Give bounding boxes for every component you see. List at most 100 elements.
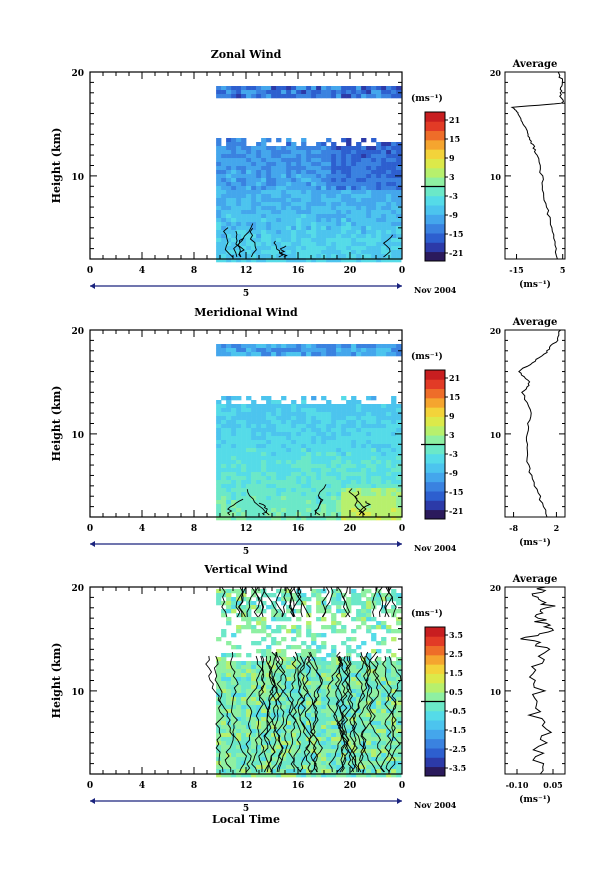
heatmap-cell xyxy=(391,94,397,99)
heatmap-cell xyxy=(366,681,372,686)
contour-line xyxy=(222,227,233,258)
heatmap-cell xyxy=(306,424,312,429)
heatmap-cell xyxy=(381,218,387,223)
heatmap-cell xyxy=(336,753,342,758)
heatmap-cell xyxy=(381,344,387,349)
heatmap-cell xyxy=(391,424,397,429)
heatmap-cell xyxy=(251,749,257,754)
heatmap-cell xyxy=(291,436,297,441)
heatmap-cell xyxy=(331,218,337,223)
heatmap-cell xyxy=(251,170,257,175)
heatmap-cell xyxy=(281,637,287,642)
heatmap-cell xyxy=(386,226,392,231)
heatmap-cell xyxy=(336,206,342,211)
heatmap-cell xyxy=(301,741,307,746)
heatmap-cell xyxy=(281,234,287,239)
heatmap-cell xyxy=(276,500,282,505)
heatmap-cell xyxy=(236,444,242,449)
heatmap-cell xyxy=(236,428,242,433)
heatmap-cell xyxy=(396,186,402,191)
heatmap-cell xyxy=(246,186,252,191)
heatmap-cell xyxy=(266,665,272,670)
heatmap-cell xyxy=(386,166,392,171)
contour-line xyxy=(275,586,283,618)
heatmap-cell xyxy=(396,258,402,263)
heatmap-cell xyxy=(351,597,357,602)
heatmap-cell xyxy=(331,464,337,469)
heatmap-cell xyxy=(286,472,292,477)
heatmap-cell xyxy=(271,753,277,758)
heatmap-cell xyxy=(231,601,237,606)
heatmap-cell xyxy=(271,725,277,730)
heatmap-cell xyxy=(221,697,227,702)
heatmap-cell xyxy=(276,617,282,622)
heatmap-cell xyxy=(316,218,322,223)
heatmap-cell xyxy=(376,472,382,477)
heatmap-cell xyxy=(291,657,297,662)
heatmap-cell xyxy=(316,254,322,259)
heatmap-cell xyxy=(246,709,252,714)
heatmap-cell xyxy=(356,202,362,207)
heatmap-cell xyxy=(251,202,257,207)
heatmap-cell xyxy=(326,250,332,255)
heatmap-cell xyxy=(291,416,297,421)
heatmap-cell xyxy=(216,448,222,453)
heatmap-cell xyxy=(256,589,262,594)
heatmap-cell xyxy=(271,348,277,353)
heatmap-cell xyxy=(271,432,277,437)
heatmap-cell xyxy=(336,190,342,195)
heatmap-cell xyxy=(216,516,222,521)
heatmap-cell xyxy=(271,613,277,618)
heatmap-cell xyxy=(286,617,292,622)
heatmap-cell xyxy=(356,508,362,513)
heatmap-cell xyxy=(261,258,267,263)
contour-line xyxy=(328,655,351,773)
heatmap-cell xyxy=(341,484,347,489)
heatmap-cell xyxy=(341,508,347,513)
heatmap-cell xyxy=(361,226,367,231)
heatmap-cell xyxy=(216,170,222,175)
contour-line xyxy=(205,655,234,773)
heatmap-cell xyxy=(391,254,397,259)
heatmap-cell xyxy=(241,348,247,353)
heatmap-cell xyxy=(306,242,312,247)
heatmap-cell xyxy=(321,697,327,702)
heatmap-cell xyxy=(241,428,247,433)
heatmap-cell xyxy=(341,432,347,437)
heatmap-cell xyxy=(276,186,282,191)
heatmap-cell xyxy=(216,94,222,99)
heatmap-cell xyxy=(376,669,382,674)
heatmap-cell xyxy=(396,729,402,734)
heatmap-cell xyxy=(261,86,267,91)
heatmap-cell xyxy=(241,689,247,694)
heatmap-cell xyxy=(261,480,267,485)
heatmap-cell xyxy=(331,440,337,445)
heatmap-cell xyxy=(251,500,257,505)
heatmap-cell xyxy=(391,146,397,151)
heatmap-cell xyxy=(311,404,317,409)
heatmap-cell xyxy=(221,436,227,441)
heatmap-cell xyxy=(251,713,257,718)
heatmap-cell xyxy=(246,86,252,91)
heatmap-cell xyxy=(226,769,232,774)
heatmap-cell xyxy=(231,250,237,255)
heatmap-cell xyxy=(396,348,402,353)
heatmap-cell xyxy=(341,190,347,195)
heatmap-cell xyxy=(221,250,227,255)
heatmap-cell xyxy=(336,246,342,251)
heatmap-cell xyxy=(391,677,397,682)
heatmap-cell xyxy=(326,226,332,231)
contour-line xyxy=(226,498,244,516)
heatmap-cell xyxy=(311,504,317,509)
heatmap-cell xyxy=(276,198,282,203)
heatmap-cell xyxy=(361,186,367,191)
heatmap-cell xyxy=(341,408,347,413)
heatmap-cell xyxy=(376,512,382,517)
heatmap-cell xyxy=(291,669,297,674)
heatmap-cell xyxy=(251,448,257,453)
heatmap-cell xyxy=(361,158,367,163)
heatmap-cell xyxy=(266,258,272,263)
heatmap-cell xyxy=(241,721,247,726)
heatmap-cell xyxy=(261,242,267,247)
profile-y-label: 10 xyxy=(490,687,502,697)
